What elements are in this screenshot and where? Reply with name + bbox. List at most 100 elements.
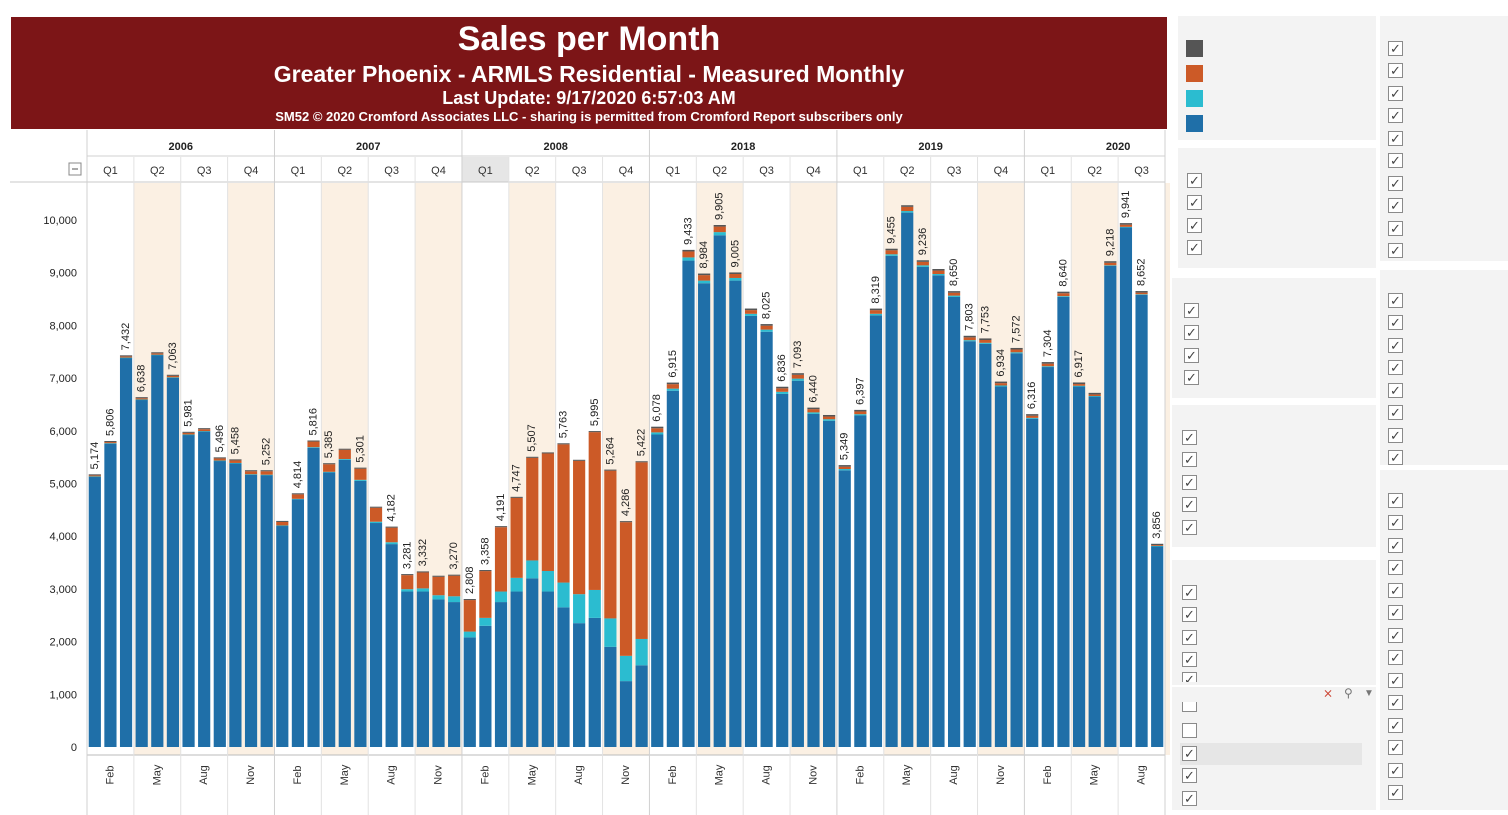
checkbox[interactable]: ✓ xyxy=(1388,108,1403,123)
month-option-partial[interactable]: ✓ xyxy=(1182,672,1205,682)
city-option[interactable]: ✓ xyxy=(1388,173,1411,193)
month-option[interactable]: ✓ xyxy=(1182,627,1205,647)
clear-filter-icon[interactable]: ⨯ xyxy=(1323,686,1334,700)
legend-item-normal[interactable] xyxy=(1186,113,1212,133)
checkbox[interactable] xyxy=(1182,702,1197,712)
checkbox[interactable]: ✓ xyxy=(1388,198,1403,213)
checkbox[interactable]: ✓ xyxy=(1388,360,1403,375)
checkbox[interactable]: ✓ xyxy=(1388,427,1403,443)
price-option[interactable]: ✓ xyxy=(1388,693,1411,713)
checkbox[interactable]: ✓ xyxy=(1182,519,1197,535)
checkbox[interactable]: ✓ xyxy=(1388,672,1403,688)
checkbox[interactable]: ✓ xyxy=(1388,717,1403,733)
checkbox[interactable]: ✓ xyxy=(1388,337,1403,353)
checkbox[interactable]: ✓ xyxy=(1388,382,1403,398)
price-option[interactable]: ✓ xyxy=(1388,738,1411,758)
city-option[interactable]: ✓ xyxy=(1388,106,1411,126)
legend-item-hud[interactable] xyxy=(1186,38,1212,58)
price-option[interactable]: ✓ xyxy=(1388,513,1411,533)
checkbox[interactable]: ✓ xyxy=(1388,405,1403,420)
checkbox[interactable]: ✓ xyxy=(1182,745,1197,761)
checkbox[interactable]: ✓ xyxy=(1388,627,1403,643)
city-option[interactable]: ✓ xyxy=(1388,196,1411,216)
checkbox[interactable]: ✓ xyxy=(1388,243,1403,258)
price-option[interactable]: ✓ xyxy=(1388,670,1411,690)
year-option[interactable]: ✓ xyxy=(1182,788,1205,808)
checkbox[interactable]: ✓ xyxy=(1182,790,1197,806)
zip-option[interactable]: ✓ xyxy=(1388,290,1411,310)
county-option[interactable]: ✓ xyxy=(1187,193,1210,213)
checkbox[interactable]: ✓ xyxy=(1388,40,1403,56)
checkbox[interactable]: ✓ xyxy=(1182,429,1197,445)
checkbox[interactable]: ✓ xyxy=(1182,497,1197,512)
zip-option[interactable]: ✓ xyxy=(1388,448,1411,468)
city-option[interactable]: ✓ xyxy=(1388,218,1411,238)
month-option[interactable]: ✓ xyxy=(1182,582,1205,602)
transaction-option[interactable]: ✓ xyxy=(1182,517,1205,537)
checkbox[interactable]: ✓ xyxy=(1388,85,1403,101)
checkbox[interactable]: ✓ xyxy=(1182,452,1197,467)
zip-option[interactable]: ✓ xyxy=(1388,425,1411,445)
checkbox[interactable]: ✓ xyxy=(1182,672,1197,682)
checkbox[interactable]: ✓ xyxy=(1388,785,1403,800)
city-option[interactable]: ✓ xyxy=(1388,241,1411,261)
checkbox[interactable]: ✓ xyxy=(1182,584,1197,600)
dwelling-option[interactable]: ✓ xyxy=(1184,345,1207,365)
checkbox[interactable]: ✓ xyxy=(1187,195,1202,210)
price-option[interactable]: ✓ xyxy=(1388,535,1411,555)
price-option[interactable]: ✓ xyxy=(1388,558,1411,578)
checkbox[interactable]: ✓ xyxy=(1184,325,1199,340)
price-option[interactable]: ✓ xyxy=(1388,760,1411,780)
transaction-option[interactable]: ✓ xyxy=(1182,495,1205,515)
checkbox[interactable]: ✓ xyxy=(1388,450,1403,465)
checkbox[interactable]: ✓ xyxy=(1388,582,1403,598)
checkbox[interactable]: ✓ xyxy=(1182,652,1197,667)
zip-option[interactable]: ✓ xyxy=(1388,358,1411,378)
transaction-option[interactable]: ✓ xyxy=(1182,427,1205,447)
price-option[interactable]: ✓ xyxy=(1388,580,1411,600)
checkbox[interactable]: ✓ xyxy=(1388,537,1403,553)
city-option[interactable]: ✓ xyxy=(1388,128,1411,148)
checkbox[interactable]: ✓ xyxy=(1388,695,1403,710)
zip-option[interactable]: ✓ xyxy=(1388,335,1411,355)
price-option[interactable]: ✓ xyxy=(1388,648,1411,668)
transaction-option[interactable]: ✓ xyxy=(1182,472,1205,492)
city-option[interactable]: ✓ xyxy=(1388,151,1411,171)
city-option[interactable]: ✓ xyxy=(1388,61,1411,81)
county-option[interactable]: ✓ xyxy=(1187,238,1210,258)
price-option[interactable]: ✓ xyxy=(1388,715,1411,735)
dwelling-option[interactable]: ✓ xyxy=(1184,368,1207,388)
checkbox[interactable]: ✓ xyxy=(1388,650,1403,665)
checkbox[interactable]: ✓ xyxy=(1388,220,1403,236)
zip-option[interactable]: ✓ xyxy=(1388,380,1411,400)
legend-item-reo[interactable] xyxy=(1186,63,1212,83)
dwelling-option[interactable]: ✓ xyxy=(1184,323,1207,343)
checkbox[interactable]: ✓ xyxy=(1388,315,1403,330)
checkbox[interactable]: ✓ xyxy=(1388,740,1403,755)
county-option[interactable]: ✓ xyxy=(1187,215,1210,235)
checkbox[interactable]: ✓ xyxy=(1182,767,1197,783)
zip-option[interactable]: ✓ xyxy=(1388,313,1411,333)
checkbox[interactable]: ✓ xyxy=(1388,153,1403,168)
month-option[interactable]: ✓ xyxy=(1182,650,1205,670)
checkbox[interactable]: ✓ xyxy=(1388,492,1403,508)
checkbox[interactable]: ✓ xyxy=(1388,63,1403,78)
checkbox[interactable]: ✓ xyxy=(1388,130,1403,146)
price-option[interactable]: ✓ xyxy=(1388,490,1411,510)
search-icon[interactable]: ⚲ xyxy=(1344,686,1353,700)
dwelling-option[interactable]: ✓ xyxy=(1184,300,1207,320)
price-option[interactable]: ✓ xyxy=(1388,603,1411,623)
checkbox[interactable]: ✓ xyxy=(1388,175,1403,191)
checkbox[interactable]: ✓ xyxy=(1388,762,1403,778)
year-option[interactable] xyxy=(1182,720,1205,740)
city-option[interactable]: ✓ xyxy=(1388,38,1411,58)
year-option[interactable]: ✓ xyxy=(1182,743,1205,763)
zip-option[interactable]: ✓ xyxy=(1388,403,1411,423)
price-option[interactable]: ✓ xyxy=(1388,783,1411,803)
dropdown-icon[interactable]: ▼ xyxy=(1364,688,1374,699)
checkbox[interactable]: ✓ xyxy=(1388,560,1403,575)
checkbox[interactable]: ✓ xyxy=(1182,629,1197,645)
city-option[interactable]: ✓ xyxy=(1388,83,1411,103)
checkbox[interactable]: ✓ xyxy=(1184,370,1199,385)
month-option[interactable]: ✓ xyxy=(1182,605,1205,625)
